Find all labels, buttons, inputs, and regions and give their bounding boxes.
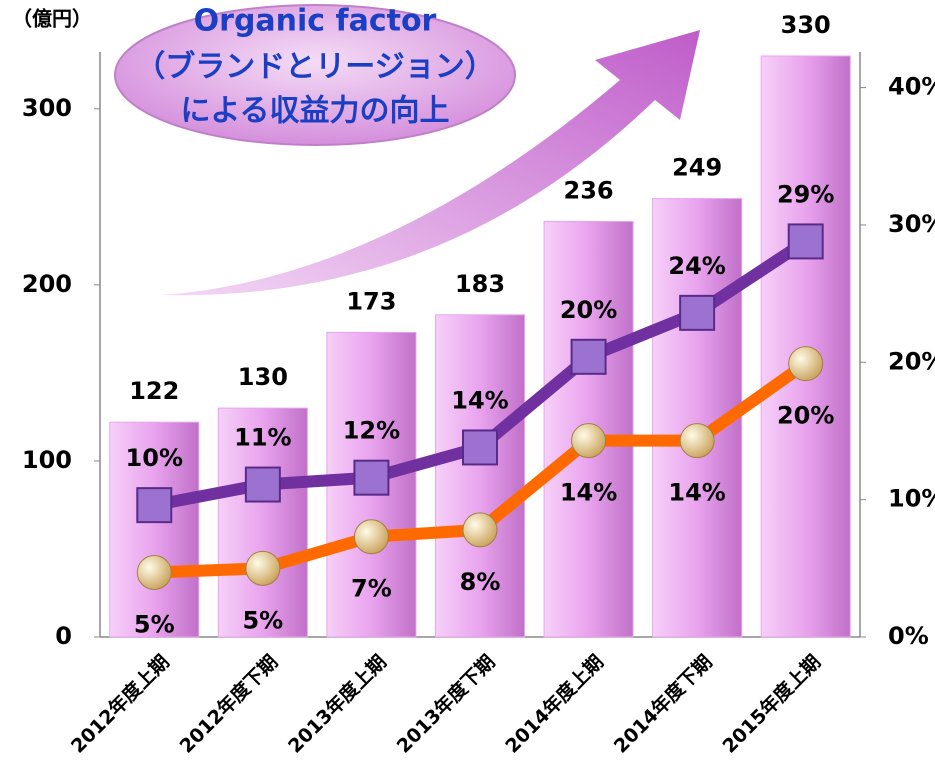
line-value-label: 7% (351, 575, 392, 603)
annotation: （ブランドとリージョン） (135, 50, 494, 85)
x-tick-label: 2014年度下期 (609, 650, 716, 757)
bar-value-label: 130 (238, 363, 288, 391)
annotation: による収益力の向上 (180, 94, 449, 129)
x-tick-label: 2013年度下期 (392, 650, 499, 757)
x-tick-label: 2012年度下期 (175, 650, 282, 757)
marker (680, 424, 714, 458)
bar-value-label: 173 (346, 287, 396, 315)
marker (789, 224, 823, 258)
unit-label: （億円） (12, 7, 92, 31)
line-value-label: 14% (451, 386, 508, 414)
x-tick-label: 2013年度上期 (283, 650, 390, 757)
marker (463, 430, 497, 464)
chart: Organic factor （ブランドとリージョン） による収益力の向上 （億… (0, 0, 935, 762)
marker (137, 555, 171, 589)
y2-tick-label: 0% (888, 622, 929, 650)
bar-value-label: 249 (672, 154, 722, 182)
line-value-label: 20% (777, 402, 834, 430)
x-tick-label: 2014年度上期 (501, 650, 608, 757)
marker (572, 340, 606, 374)
y2-tick-label: 20% (888, 347, 935, 375)
x-tick-label: 2015年度上期 (718, 650, 825, 757)
y2-tick-label: 40% (888, 73, 935, 101)
y-tick-label: 300 (22, 94, 72, 122)
y2-tick-label: 30% (888, 210, 935, 238)
marker (789, 347, 823, 381)
line-value-label: 20% (560, 296, 617, 324)
line-value-label: 11% (234, 424, 291, 452)
line-value-label: 12% (343, 417, 400, 445)
marker (463, 513, 497, 547)
line-value-label: 14% (668, 479, 725, 507)
marker (137, 488, 171, 522)
annotation: Organic factor (194, 4, 437, 39)
bar-value-label: 183 (455, 270, 505, 298)
y-tick-label: 100 (22, 446, 72, 474)
marker (246, 468, 280, 502)
line-value-label: 29% (777, 180, 834, 208)
line-value-label: 14% (560, 479, 617, 507)
x-tick-label: 2012年度上期 (66, 650, 173, 757)
y2-tick-label: 10% (888, 485, 935, 513)
y-tick-label: 200 (22, 270, 72, 298)
y-tick-label: 0 (55, 622, 72, 650)
marker (354, 520, 388, 554)
marker (680, 296, 714, 330)
marker (246, 551, 280, 585)
line-value-label: 8% (460, 568, 501, 596)
line-value-label: 5% (242, 606, 283, 634)
bar-value-label: 236 (564, 176, 614, 204)
bar-value-label: 330 (781, 11, 831, 39)
line-value-label: 24% (668, 252, 725, 280)
line-value-label: 5% (134, 610, 175, 638)
line-value-label: 10% (126, 444, 183, 472)
marker (572, 424, 606, 458)
marker (354, 461, 388, 495)
bar-value-label: 122 (129, 377, 179, 405)
